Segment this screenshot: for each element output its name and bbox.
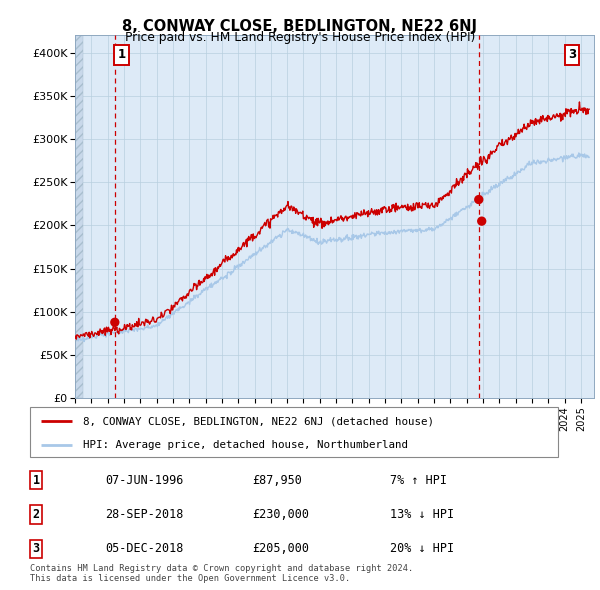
Text: 2: 2: [32, 508, 40, 521]
Bar: [75, 35, 83, 398]
Text: £205,000: £205,000: [252, 542, 309, 555]
FancyBboxPatch shape: [30, 407, 558, 457]
Text: 1: 1: [32, 474, 40, 487]
Text: 3: 3: [568, 48, 576, 61]
Text: 28-SEP-2018: 28-SEP-2018: [105, 508, 184, 521]
Text: 07-JUN-1996: 07-JUN-1996: [105, 474, 184, 487]
Text: £230,000: £230,000: [252, 508, 309, 521]
Text: HPI: Average price, detached house, Northumberland: HPI: Average price, detached house, Nort…: [83, 440, 408, 450]
Point: [110, 317, 119, 327]
Point: [474, 195, 484, 204]
Text: Price paid vs. HM Land Registry's House Price Index (HPI): Price paid vs. HM Land Registry's House …: [125, 31, 475, 44]
Text: 3: 3: [32, 542, 40, 555]
Text: 1: 1: [117, 48, 125, 61]
Text: 05-DEC-2018: 05-DEC-2018: [105, 542, 184, 555]
Text: 20% ↓ HPI: 20% ↓ HPI: [390, 542, 454, 555]
Text: 13% ↓ HPI: 13% ↓ HPI: [390, 508, 454, 521]
Point: [477, 217, 487, 226]
Text: £87,950: £87,950: [252, 474, 302, 487]
Text: 8, CONWAY CLOSE, BEDLINGTON, NE22 6NJ (detached house): 8, CONWAY CLOSE, BEDLINGTON, NE22 6NJ (d…: [83, 416, 434, 426]
Text: Contains HM Land Registry data © Crown copyright and database right 2024.
This d: Contains HM Land Registry data © Crown c…: [30, 563, 413, 583]
Text: 7% ↑ HPI: 7% ↑ HPI: [390, 474, 447, 487]
Text: 8, CONWAY CLOSE, BEDLINGTON, NE22 6NJ: 8, CONWAY CLOSE, BEDLINGTON, NE22 6NJ: [122, 19, 478, 34]
